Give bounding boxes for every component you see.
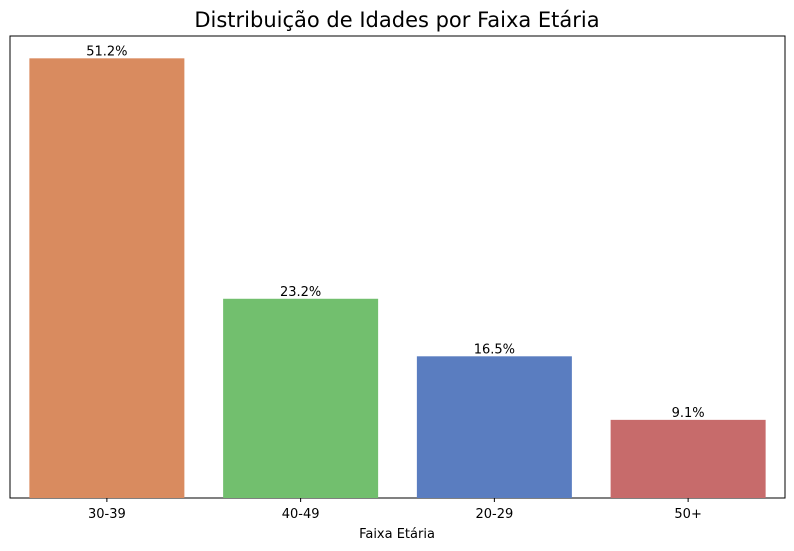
bar-50+ xyxy=(610,419,766,498)
data-label-50+: 9.1% xyxy=(672,406,705,421)
bars-group: 51.2% 23.2% 16.5% 9.1% xyxy=(29,44,766,498)
bar-30-39 xyxy=(29,58,185,498)
data-label-30-39: 51.2% xyxy=(86,44,127,59)
bar-20-29 xyxy=(416,356,572,498)
chart-title: Distribuição de Idades por Faixa Etária xyxy=(194,8,599,32)
data-label-40-49: 23.2% xyxy=(280,285,321,300)
plot-frame xyxy=(9,35,786,499)
data-label-20-29: 16.5% xyxy=(474,342,515,357)
x-ticks-group: 30-39 40-49 20-29 50+ xyxy=(88,498,702,522)
bar-40-49 xyxy=(223,298,379,498)
x-axis-label: Faixa Etária xyxy=(359,527,435,542)
x-tick-label-30-39: 30-39 xyxy=(88,507,126,522)
x-tick-label-40-49: 40-49 xyxy=(282,507,320,522)
x-tick-label-50+: 50+ xyxy=(674,507,701,522)
x-tick-label-20-29: 20-29 xyxy=(475,507,513,522)
